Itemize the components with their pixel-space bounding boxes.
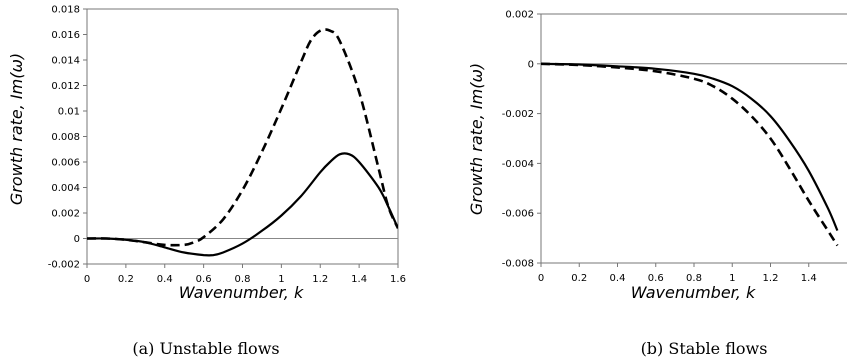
y-tick-label: -0.002	[48, 260, 80, 271]
x-tick-label: 1.2	[312, 274, 328, 285]
figure-caption: (b) Stable flows	[641, 339, 768, 358]
x-tick-label: 0.4	[157, 274, 173, 285]
x-tick-label: 0.2	[118, 274, 134, 285]
x-tick-label: 1.4	[351, 274, 367, 285]
y-tick-label: 0.01	[58, 107, 80, 118]
x-axis-title: Wavenumber, k	[631, 283, 756, 302]
y-tick-label: 0	[528, 59, 534, 70]
x-tick-label: 0	[538, 273, 544, 284]
y-tick-label: -0.004	[502, 159, 534, 170]
x-tick-label: 0.4	[610, 273, 626, 284]
x-tick-label: 1	[278, 274, 284, 285]
y-axis-title: Growth rate, Im(ω)	[467, 63, 486, 215]
x-tick-label: 1.4	[801, 273, 817, 284]
y-axis-title: Growth rate, Im(ω)	[7, 53, 26, 205]
y-tick-label: 0.008	[51, 132, 80, 143]
y-tick-label: 0.014	[51, 56, 80, 67]
x-tick-label: 1.6	[390, 274, 406, 285]
y-tick-label: 0.012	[51, 81, 80, 92]
y-tick-label: 0.002	[51, 209, 80, 220]
y-tick-label: 0.018	[51, 5, 80, 16]
y-tick-label: 0.006	[51, 158, 80, 169]
plot-area-b: -0.008 -0.006 -0.004 -0.002 0 0.002 0 0.2 0.4 0.6…	[502, 10, 847, 284]
x-tick-label: 0.8	[686, 273, 702, 284]
y-tick-label: 0.004	[51, 183, 80, 194]
figure-caption: (a) Unstable flows	[132, 339, 279, 358]
y-tick-label: -0.002	[502, 109, 534, 120]
y-tick-label: 0.002	[505, 10, 534, 21]
dashed-series-line	[541, 62, 839, 247]
x-tick-label: 0.8	[235, 274, 251, 285]
x-tick-label: 1.2	[763, 273, 779, 284]
x-tick-label: 0.6	[648, 273, 664, 284]
plot-area-a: -0.002 0 0.002 0.004 0.006 0.008 0.01 0.012 0.01…	[48, 5, 406, 286]
y-tick-label: 0	[74, 234, 80, 245]
panel-stable-flows: -0.008 -0.006 -0.004 -0.002 0 0.002 0 0.2 0.4 0.6…	[467, 10, 847, 358]
x-tick-label: 1	[729, 273, 735, 284]
dashed-series-line	[87, 28, 398, 247]
y-tick-label: -0.006	[502, 209, 534, 220]
x-tick-label: 0.6	[196, 274, 212, 285]
x-axis-title: Wavenumber, k	[179, 283, 304, 302]
x-tick-label: 0.2	[571, 273, 587, 284]
y-tick-label: 0.016	[51, 30, 80, 41]
x-tick-label: 0	[84, 274, 90, 285]
y-tick-label: -0.008	[502, 259, 534, 270]
panel-unstable-flows: -0.002 0 0.002 0.004 0.006 0.008 0.01 0.012 0.01…	[7, 5, 406, 359]
solid-series-line	[541, 62, 839, 232]
